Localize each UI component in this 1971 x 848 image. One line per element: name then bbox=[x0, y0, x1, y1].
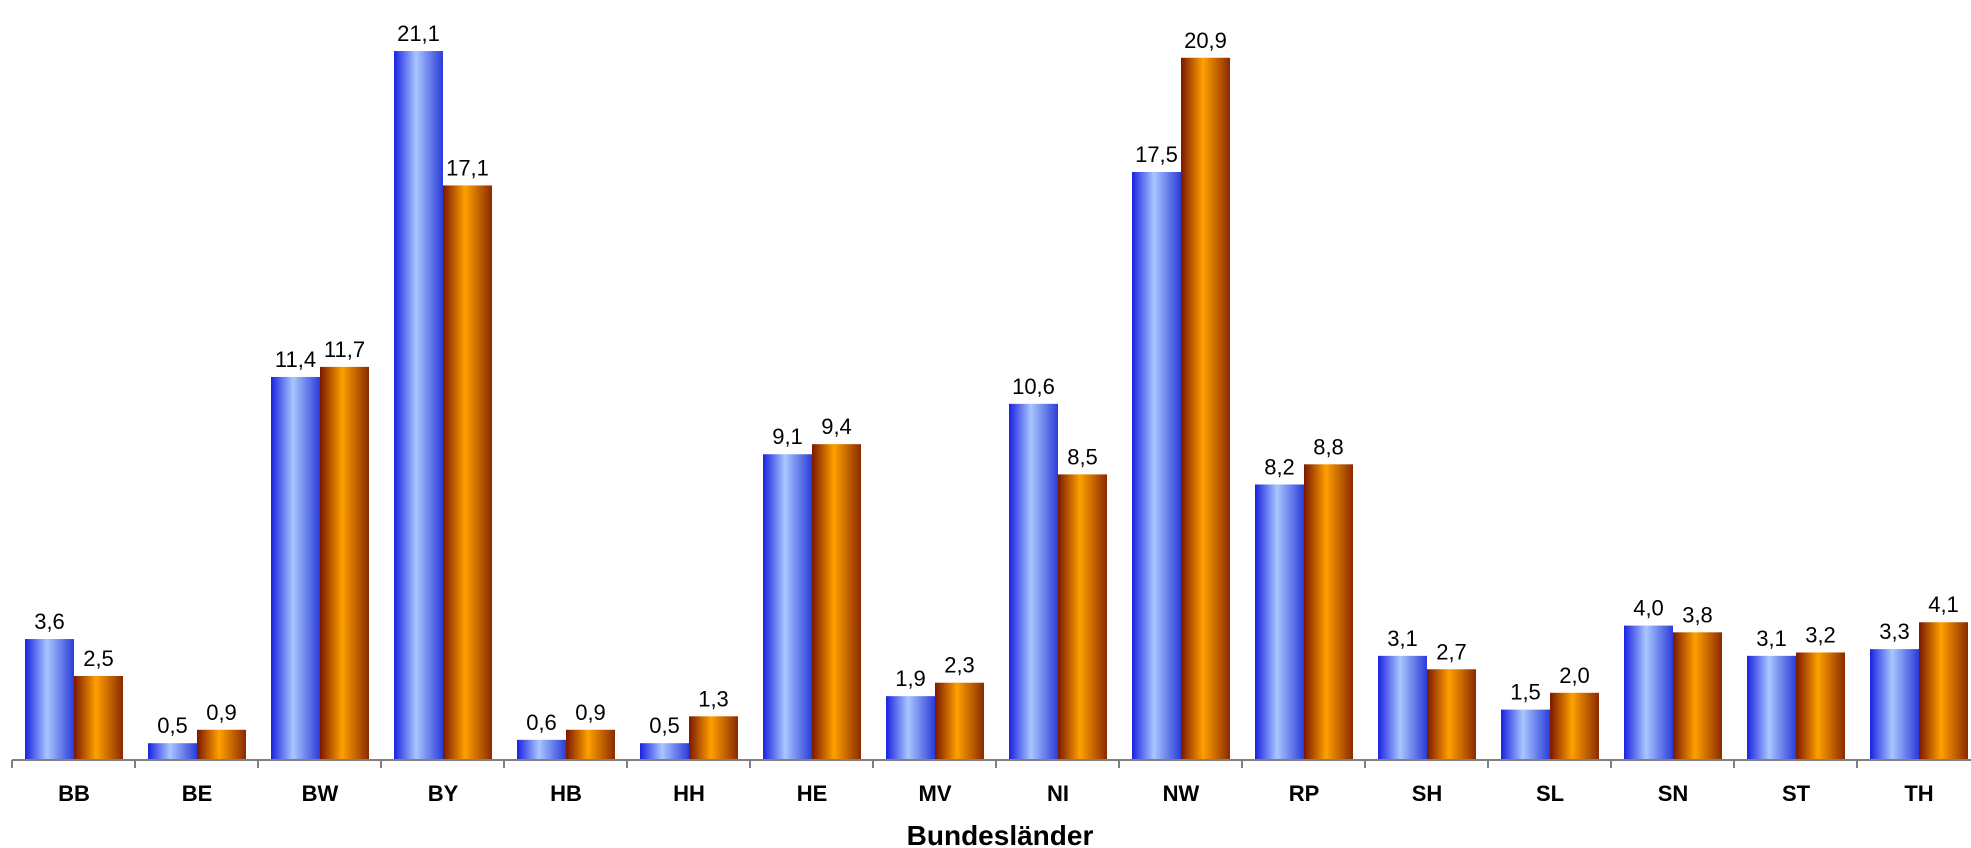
bar-rp-series-2 bbox=[1304, 464, 1353, 760]
value-labels-group: 3,6 2,5 0,5 0,9 11,4 11,7 21,1 17,1 0,6 0,9 0,5 1,3… bbox=[34, 21, 1959, 738]
bars-group bbox=[25, 51, 1968, 761]
bar-rp-series-1 bbox=[1255, 484, 1304, 760]
bar-ni-series-1 bbox=[1009, 403, 1058, 760]
value-label-be-series-2: 0,9 bbox=[206, 700, 237, 725]
category-label-ni: NI bbox=[1047, 781, 1069, 806]
value-label-bb-series-1: 3,6 bbox=[34, 609, 65, 634]
x-axis-ticks bbox=[11, 760, 1858, 768]
category-label-he: HE bbox=[797, 781, 828, 806]
value-label-be-series-1: 0,5 bbox=[157, 713, 188, 738]
category-label-sn: SN bbox=[1658, 781, 1689, 806]
value-label-he-series-2: 9,4 bbox=[821, 414, 852, 439]
bar-sn-series-2 bbox=[1673, 632, 1722, 760]
bar-sl-series-2 bbox=[1550, 692, 1599, 760]
bar-sh-series-2 bbox=[1427, 669, 1476, 760]
bar-nw-series-1 bbox=[1132, 172, 1181, 760]
bar-hh-series-2 bbox=[689, 716, 738, 760]
bar-th-series-2 bbox=[1919, 622, 1968, 760]
value-label-th-series-2: 4,1 bbox=[1928, 592, 1959, 617]
value-label-rp-series-2: 8,8 bbox=[1313, 434, 1344, 459]
value-label-nw-series-1: 17,5 bbox=[1135, 142, 1178, 167]
bar-ni-series-2 bbox=[1058, 474, 1107, 760]
value-label-st-series-1: 3,1 bbox=[1756, 626, 1787, 651]
value-label-bb-series-2: 2,5 bbox=[83, 646, 114, 671]
value-label-sl-series-1: 1,5 bbox=[1510, 680, 1541, 705]
value-label-bw-series-1: 11,4 bbox=[275, 347, 316, 372]
value-label-bw-series-2: 11,7 bbox=[324, 337, 365, 362]
bar-he-series-2 bbox=[812, 444, 861, 760]
value-label-ni-series-2: 8,5 bbox=[1067, 444, 1098, 469]
value-label-hh-series-1: 0,5 bbox=[649, 713, 680, 738]
value-label-by-series-2: 17,1 bbox=[446, 155, 489, 180]
bar-th-series-1 bbox=[1870, 649, 1919, 760]
value-label-sl-series-2: 2,0 bbox=[1559, 663, 1590, 688]
bar-be-series-1 bbox=[148, 743, 197, 760]
category-label-be: BE bbox=[182, 781, 213, 806]
category-label-by: BY bbox=[428, 781, 459, 806]
value-label-hh-series-2: 1,3 bbox=[698, 686, 729, 711]
category-label-th: TH bbox=[1904, 781, 1933, 806]
value-label-by-series-1: 21,1 bbox=[397, 21, 440, 46]
bar-sl-series-1 bbox=[1501, 709, 1550, 760]
bar-hb-series-2 bbox=[566, 729, 615, 760]
bar-by-series-2 bbox=[443, 185, 492, 760]
category-label-hh: HH bbox=[673, 781, 705, 806]
bar-by-series-1 bbox=[394, 51, 443, 761]
bar-st-series-2 bbox=[1796, 652, 1845, 760]
value-label-st-series-2: 3,2 bbox=[1805, 622, 1836, 647]
bar-be-series-2 bbox=[197, 729, 246, 760]
category-label-st: ST bbox=[1782, 781, 1811, 806]
value-label-ni-series-1: 10,6 bbox=[1012, 374, 1055, 399]
bar-hb-series-1 bbox=[517, 739, 566, 760]
category-label-rp: RP bbox=[1289, 781, 1320, 806]
value-label-sn-series-2: 3,8 bbox=[1682, 602, 1713, 627]
value-label-hb-series-2: 0,9 bbox=[575, 700, 606, 725]
bar-bw-series-1 bbox=[271, 376, 320, 760]
value-label-th-series-1: 3,3 bbox=[1879, 619, 1910, 644]
category-label-sh: SH bbox=[1412, 781, 1443, 806]
value-label-sh-series-2: 2,7 bbox=[1436, 639, 1467, 664]
category-label-bw: BW bbox=[302, 781, 339, 806]
bar-bb-series-1 bbox=[25, 639, 74, 760]
value-label-sh-series-1: 3,1 bbox=[1387, 626, 1418, 651]
bar-bb-series-2 bbox=[74, 676, 123, 760]
value-label-mv-series-1: 1,9 bbox=[895, 666, 926, 691]
category-label-sl: SL bbox=[1536, 781, 1564, 806]
value-label-nw-series-2: 20,9 bbox=[1184, 28, 1227, 53]
bar-bw-series-2 bbox=[320, 366, 369, 760]
category-label-hb: HB bbox=[550, 781, 582, 806]
bar-sh-series-1 bbox=[1378, 655, 1427, 760]
bar-nw-series-2 bbox=[1181, 57, 1230, 760]
bar-st-series-1 bbox=[1747, 655, 1796, 760]
value-label-sn-series-1: 4,0 bbox=[1633, 596, 1664, 621]
value-label-mv-series-2: 2,3 bbox=[944, 653, 975, 678]
x-axis-title: Bundesländer bbox=[907, 820, 1094, 848]
category-labels-group: BB BE BW BY HB HH HE MV NI NW RP SH SL SN ST TH bbox=[58, 781, 1934, 806]
value-label-rp-series-1: 8,2 bbox=[1264, 454, 1295, 479]
bar-hh-series-1 bbox=[640, 743, 689, 760]
bar-sn-series-1 bbox=[1624, 625, 1673, 760]
bar-mv-series-2 bbox=[935, 682, 984, 760]
category-label-nw: NW bbox=[1163, 781, 1200, 806]
category-label-bb: BB bbox=[58, 781, 90, 806]
bar-mv-series-1 bbox=[886, 696, 935, 760]
value-label-hb-series-1: 0,6 bbox=[526, 710, 557, 735]
value-label-he-series-1: 9,1 bbox=[772, 424, 803, 449]
bar-he-series-1 bbox=[763, 454, 812, 760]
category-label-mv: MV bbox=[919, 781, 952, 806]
